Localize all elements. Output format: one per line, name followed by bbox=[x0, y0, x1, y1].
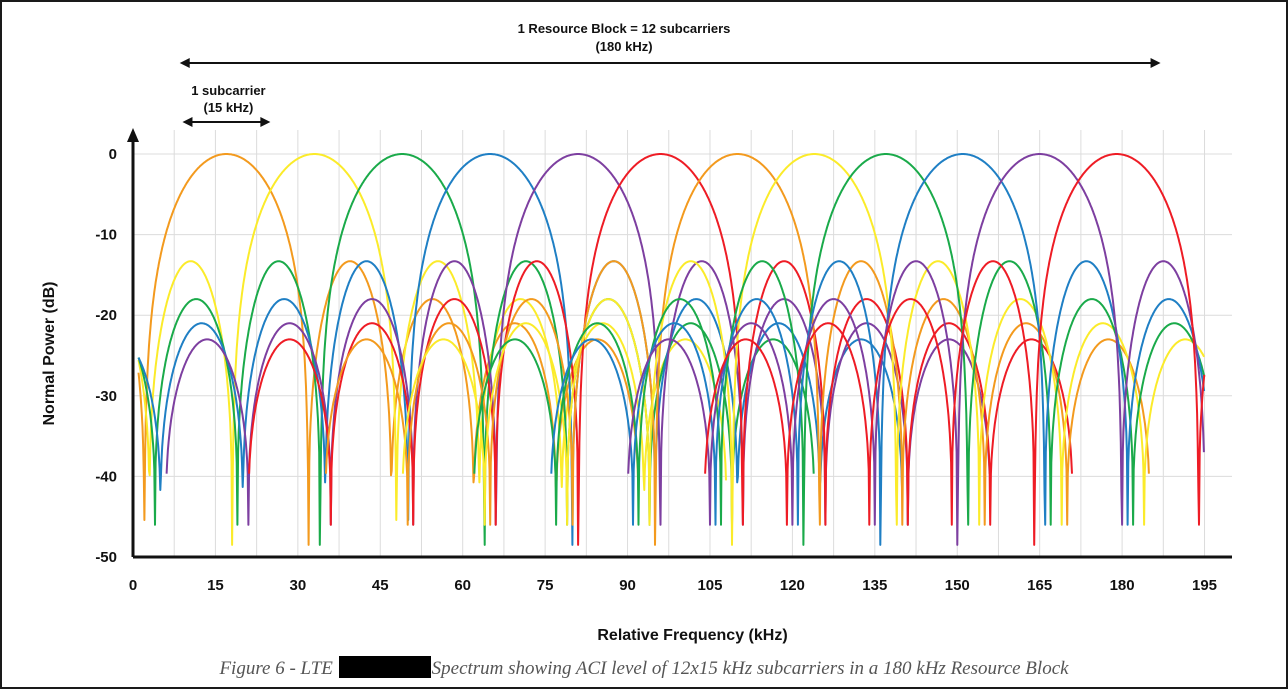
x-tick-label: 195 bbox=[1192, 577, 1217, 594]
x-tick-label: 120 bbox=[780, 577, 805, 594]
x-tick-label: 0 bbox=[129, 577, 137, 594]
figure-caption: Figure 6 - LTE Spectrum showing ACI leve… bbox=[0, 656, 1288, 680]
x-tick-label: 15 bbox=[207, 577, 224, 594]
subcarrier-9-curve bbox=[473, 153, 1206, 546]
subcarrier-bandwidth-label: (15 kHz) bbox=[203, 100, 253, 115]
subcarrier-5-curve bbox=[165, 153, 991, 526]
x-axis-label: Relative Frequency (kHz) bbox=[597, 627, 787, 644]
x-tick-label: 60 bbox=[454, 577, 471, 594]
y-tick-label: 0 bbox=[109, 146, 117, 163]
annotations: 1 Resource Block = 12 subcarriers (180 k… bbox=[179, 21, 1161, 127]
caption-prefix: Figure 6 - LTE bbox=[219, 658, 333, 679]
subcarrier-7-curve bbox=[325, 153, 1150, 546]
resource-block-arrow bbox=[179, 58, 1161, 68]
tick-labels: 0 15 30 45 60 75 90 105 120 135 150 165 180 195 0 -10 -2… bbox=[95, 146, 1217, 594]
y-axis-label: Normal Power (dB) bbox=[41, 281, 58, 425]
subcarrier-arrow bbox=[182, 117, 271, 127]
x-tick-label: 105 bbox=[697, 577, 722, 594]
x-tick-label: 75 bbox=[537, 577, 554, 594]
y-tick-label: -10 bbox=[95, 227, 117, 244]
x-tick-label: 135 bbox=[862, 577, 887, 594]
resource-block-bandwidth-label: (180 kHz) bbox=[595, 39, 652, 54]
subcarrier-label: 1 subcarrier bbox=[191, 83, 265, 98]
x-tick-label: 165 bbox=[1027, 577, 1052, 594]
x-tick-label: 90 bbox=[619, 577, 636, 594]
subcarrier-8-curve bbox=[401, 153, 1205, 546]
y-tick-label: -50 bbox=[95, 549, 117, 566]
x-tick-label: 45 bbox=[372, 577, 389, 594]
subcarrier-4-curve bbox=[137, 153, 904, 546]
y-tick-label: -20 bbox=[95, 307, 117, 324]
subcarrier-12-curve bbox=[704, 153, 1206, 546]
redaction-box bbox=[338, 656, 431, 678]
y-tick-label: -30 bbox=[95, 388, 117, 405]
x-tick-label: 180 bbox=[1110, 577, 1135, 594]
axes bbox=[127, 128, 1232, 559]
y-axis-arrowhead bbox=[127, 128, 139, 142]
subcarrier-2-curve bbox=[137, 153, 727, 546]
subcarrier-1-curve bbox=[137, 153, 640, 546]
subcarrier-3-curve bbox=[137, 153, 815, 546]
subcarrier-curves bbox=[137, 153, 1206, 546]
x-tick-label: 30 bbox=[290, 577, 307, 594]
y-tick-label: -40 bbox=[95, 468, 117, 485]
resource-block-label: 1 Resource Block = 12 subcarriers bbox=[518, 21, 731, 36]
x-tick-label: 150 bbox=[945, 577, 970, 594]
caption-suffix: Spectrum showing ACI level of 12x15 kHz … bbox=[431, 658, 1069, 679]
spectrum-chart: 0 15 30 45 60 75 90 105 120 135 150 165 180 195 0 -10 -2… bbox=[41, 21, 1232, 644]
